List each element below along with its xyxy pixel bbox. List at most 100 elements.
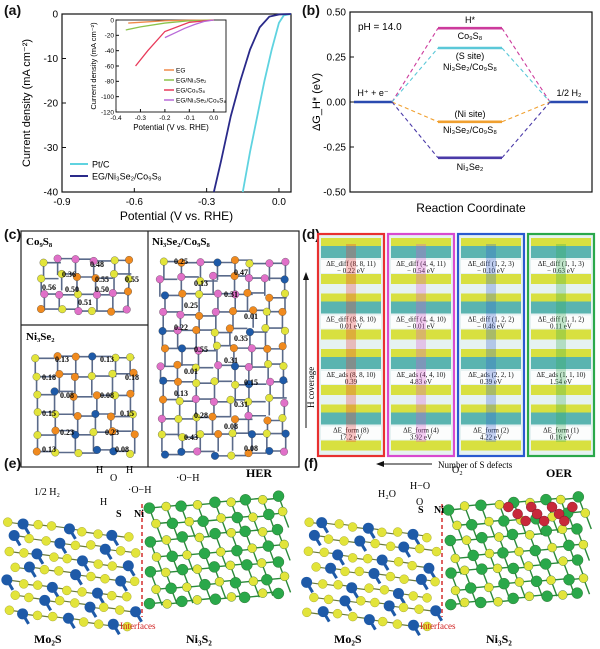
panel-b-label-hstar: H* bbox=[465, 15, 475, 25]
atom bbox=[74, 290, 82, 299]
atom-blue bbox=[62, 612, 74, 624]
panel-c-composite-value: 0.13 bbox=[194, 279, 208, 288]
panel-d-slab-teal bbox=[391, 357, 451, 369]
atom-yellow bbox=[62, 585, 72, 596]
atom-red bbox=[531, 508, 543, 520]
atom bbox=[245, 380, 253, 389]
atom-yellow bbox=[10, 562, 20, 573]
atom bbox=[51, 426, 60, 435]
atom-green bbox=[444, 534, 457, 547]
panel-d-slab-yellow bbox=[321, 440, 381, 451]
panel-d-cell-value: − 0.22 eV bbox=[337, 267, 365, 275]
atom-green bbox=[507, 562, 520, 575]
panel-d-cell-label: ΔE_form (4) bbox=[403, 427, 439, 435]
atom bbox=[266, 377, 275, 386]
atom-yellow bbox=[279, 539, 289, 550]
atom bbox=[55, 370, 64, 378]
atom-blue bbox=[91, 587, 103, 599]
panel-e-species-7: ·O−H bbox=[128, 485, 151, 496]
panel-b-label: (b) bbox=[302, 2, 320, 18]
panel-c-ni3se2-value: 0.13 bbox=[55, 355, 69, 364]
panel-b-connector-left-0 bbox=[391, 27, 439, 103]
atom-red bbox=[553, 508, 565, 520]
panel-f-species-5: O bbox=[416, 497, 423, 508]
atom bbox=[231, 415, 239, 424]
panel-d-cell-label: ΔE_ads (4, 4, 10) bbox=[396, 371, 446, 379]
atom bbox=[88, 352, 97, 361]
atom-yellow bbox=[459, 565, 470, 576]
atom bbox=[111, 353, 120, 362]
atom-red bbox=[512, 508, 523, 520]
panel-d-slab-teal bbox=[391, 301, 451, 314]
panel-d-text-box bbox=[461, 315, 521, 329]
panel-b-xlabel: Reaction Coordinate bbox=[416, 201, 526, 215]
atom-yellow bbox=[459, 501, 470, 511]
atom-red bbox=[520, 515, 531, 527]
panel-d-slab-yellow bbox=[531, 238, 591, 246]
panel-d-cell-value: 3.92 eV bbox=[410, 434, 432, 442]
atom-yellow bbox=[24, 533, 34, 544]
atom-yellow bbox=[94, 619, 104, 629]
panel-b-connector-left-2 bbox=[391, 101, 439, 123]
mode-label: HER bbox=[246, 466, 272, 480]
atom-yellow bbox=[332, 608, 343, 619]
panel-a-inset-ytick-label: -20 bbox=[105, 33, 115, 40]
panel-a-ytick-label: -10 bbox=[44, 54, 59, 65]
atom bbox=[173, 326, 182, 335]
atom-yellow bbox=[385, 541, 396, 552]
atom-yellow bbox=[547, 542, 557, 553]
atom-blue bbox=[54, 537, 66, 549]
atom-yellow bbox=[162, 599, 172, 609]
atom-yellow bbox=[524, 591, 535, 602]
atom bbox=[174, 377, 182, 386]
atom-yellow bbox=[399, 574, 409, 584]
atom-green bbox=[231, 511, 244, 524]
panel-d-text-box bbox=[391, 426, 451, 440]
atom bbox=[159, 308, 168, 316]
atom bbox=[191, 363, 200, 372]
atom bbox=[208, 412, 217, 421]
atom-green bbox=[498, 515, 510, 527]
atom-yellow bbox=[484, 548, 495, 559]
atom-yellow bbox=[122, 591, 132, 602]
atom bbox=[71, 255, 80, 264]
panel-d-slab-teal bbox=[461, 246, 521, 258]
panel-d-column-arrow bbox=[486, 244, 496, 442]
atom bbox=[111, 391, 119, 400]
panel-b-ylabel: ΔG_H* (eV) bbox=[311, 73, 323, 131]
panel-d-column-arrow bbox=[346, 244, 356, 442]
atom bbox=[74, 307, 83, 316]
panel-d-slab-yellow bbox=[321, 293, 381, 302]
atom bbox=[107, 307, 116, 316]
atom-yellow bbox=[392, 619, 403, 629]
atom-yellow bbox=[93, 559, 103, 569]
atom-yellow bbox=[78, 617, 89, 627]
atom-yellow bbox=[302, 607, 312, 618]
panel-d-slab-yellow bbox=[531, 329, 591, 340]
atom-blue bbox=[46, 581, 58, 593]
atom bbox=[210, 397, 218, 406]
atom-green bbox=[199, 578, 211, 591]
atom-green bbox=[465, 582, 477, 594]
panel-a-inset-series-3 bbox=[164, 19, 214, 39]
atom-blue bbox=[316, 517, 328, 529]
atom-blue bbox=[301, 576, 313, 588]
atom-yellow bbox=[492, 563, 503, 574]
atom-yellow bbox=[525, 530, 535, 540]
panel-a-inset-xlabel: Potential (V vs. RHE) bbox=[133, 123, 209, 132]
panel-c-composite-value: 0.22 bbox=[174, 323, 188, 332]
atom bbox=[53, 254, 62, 263]
panel-f-label: (f) bbox=[304, 455, 318, 471]
panel-c-composite-value: 0.31 bbox=[234, 400, 248, 409]
panel-b-label-left-state: H⁺ + e⁻ bbox=[357, 88, 389, 98]
atom bbox=[247, 344, 256, 353]
atom-red bbox=[546, 501, 558, 513]
atom bbox=[249, 306, 258, 315]
atom-yellow bbox=[107, 561, 117, 571]
atom-blue bbox=[363, 614, 375, 626]
atom-red bbox=[567, 501, 578, 513]
atom bbox=[177, 447, 186, 456]
atom-green bbox=[208, 561, 220, 573]
